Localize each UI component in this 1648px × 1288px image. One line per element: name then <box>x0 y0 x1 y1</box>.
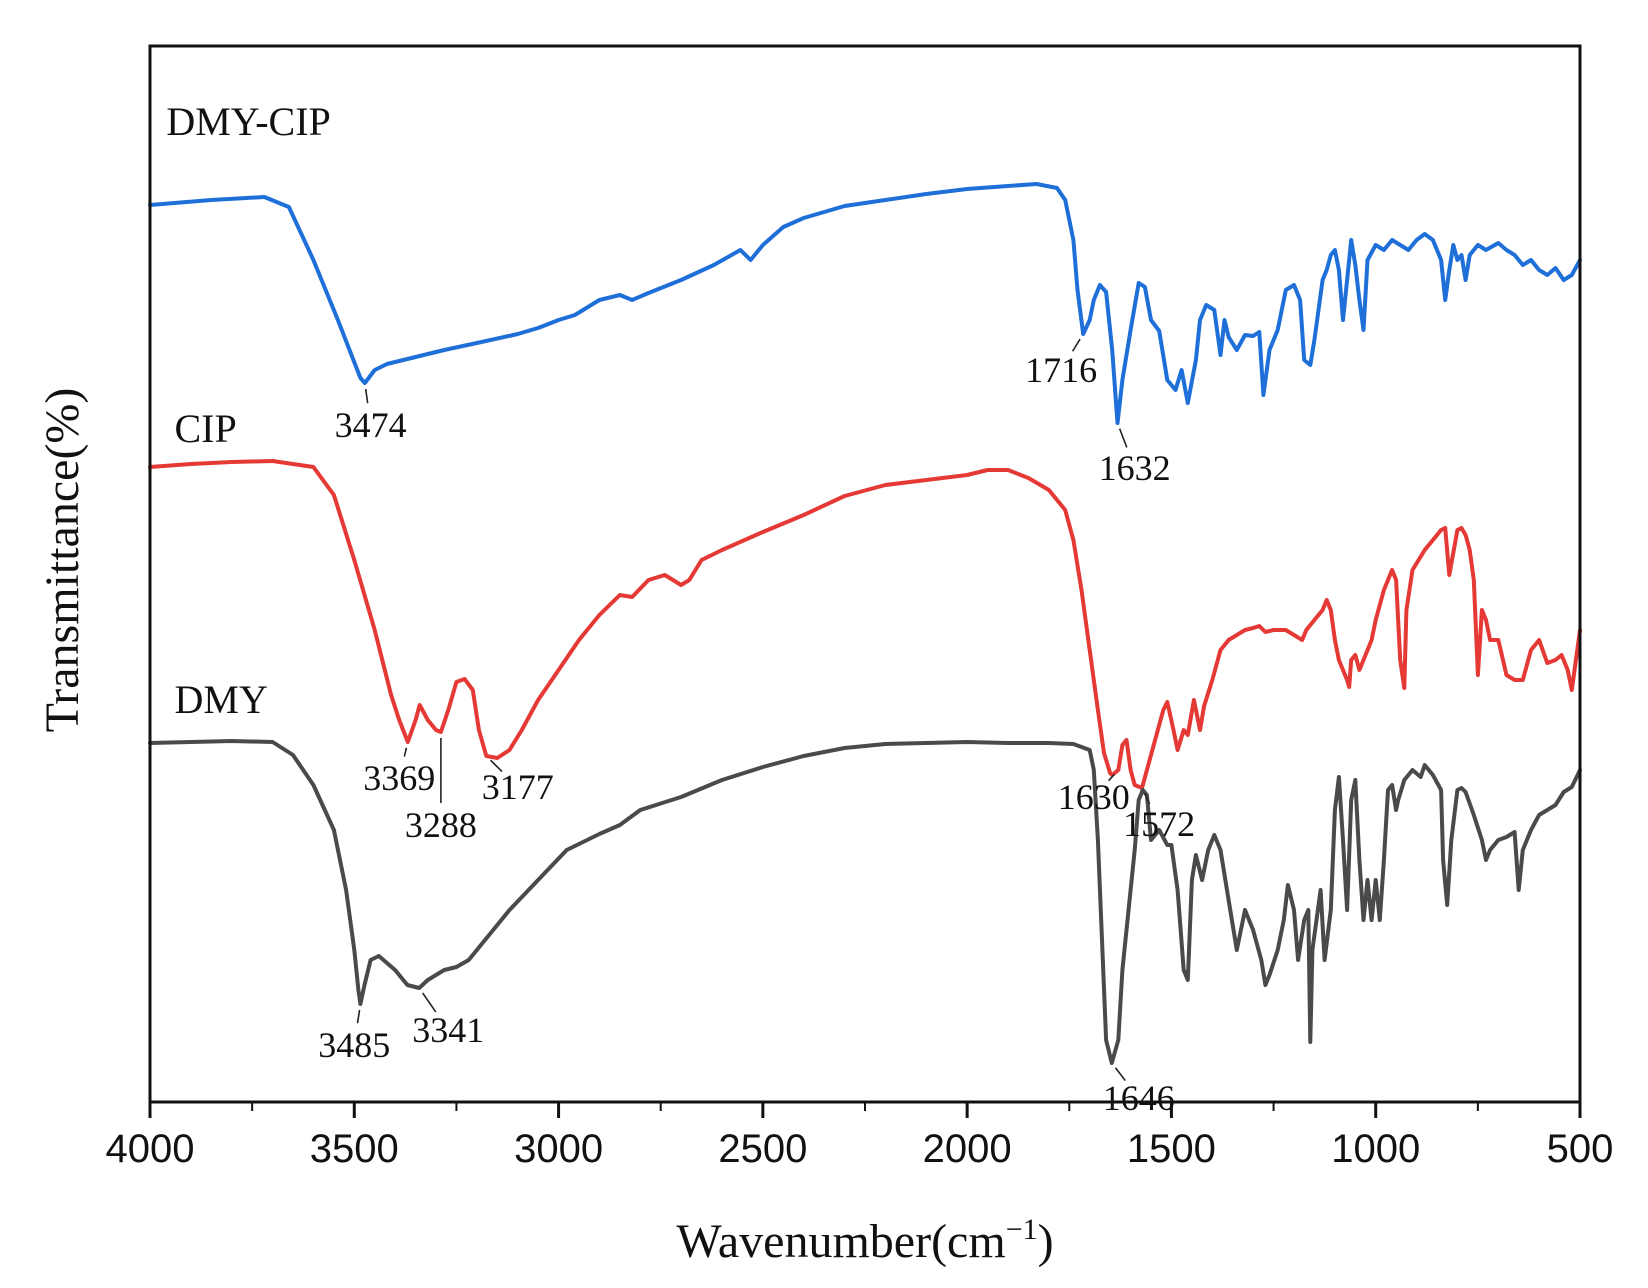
series-label: DMY-CIP <box>166 99 330 144</box>
peak-leader-line <box>1107 773 1115 782</box>
peak-leader-line <box>422 992 437 1013</box>
series-line-dmy-cip <box>148 182 1582 425</box>
series-line-dmy <box>148 739 1582 1065</box>
series-label: DMY <box>175 677 268 722</box>
series-labels: DMY-CIP CIP DMY <box>166 99 330 722</box>
x-tick-label: 1000 <box>1331 1127 1420 1171</box>
peak-leader-line <box>1118 428 1128 448</box>
peak-leader-line <box>489 759 503 773</box>
peak-label: 1630 <box>1058 777 1130 817</box>
x-axis: 4000 3500 3000 2500 2000 1500 1000 500 <box>106 1102 1614 1171</box>
peak-label: 1632 <box>1099 448 1171 488</box>
peak-label: 3341 <box>412 1010 484 1050</box>
x-tick-label: 2500 <box>718 1127 807 1171</box>
peak-label: 3177 <box>482 767 554 807</box>
x-tick-label: 1500 <box>1127 1127 1216 1171</box>
peak-label: 1716 <box>1025 350 1097 390</box>
x-tick-label: 3500 <box>310 1127 399 1171</box>
x-tick-label: 3000 <box>514 1127 603 1171</box>
series-layer <box>148 182 1582 1065</box>
x-axis-title-sup: −1 <box>1006 1213 1038 1246</box>
x-axis-title-close: ) <box>1038 1215 1054 1268</box>
x-tick-label: 4000 <box>106 1127 195 1171</box>
peak-label: 3485 <box>318 1025 390 1065</box>
peak-leader-line <box>1114 1067 1126 1082</box>
x-axis-title: Wavenumber(cm−1) <box>676 1213 1053 1268</box>
peak-leader-line <box>356 1009 361 1024</box>
x-tick-label: 2000 <box>923 1127 1012 1171</box>
series-line-cip <box>148 459 1582 790</box>
x-axis-title-main: Wavenumber(cm <box>676 1215 1005 1268</box>
y-axis-title: Transmittance(%) <box>36 388 89 733</box>
peak-leader-line <box>1143 793 1151 805</box>
peak-label: 3474 <box>335 405 407 445</box>
series-label: CIP <box>175 406 237 451</box>
peak-leader-line <box>364 388 369 404</box>
peak-label: 1646 <box>1103 1078 1175 1118</box>
peak-leader-line <box>403 747 408 757</box>
peak-label: 3369 <box>363 758 435 798</box>
peak-leader-line <box>1071 338 1081 352</box>
peak-label: 1572 <box>1123 804 1195 844</box>
x-tick-label: 500 <box>1547 1127 1614 1171</box>
peak-label: 3288 <box>405 805 477 845</box>
